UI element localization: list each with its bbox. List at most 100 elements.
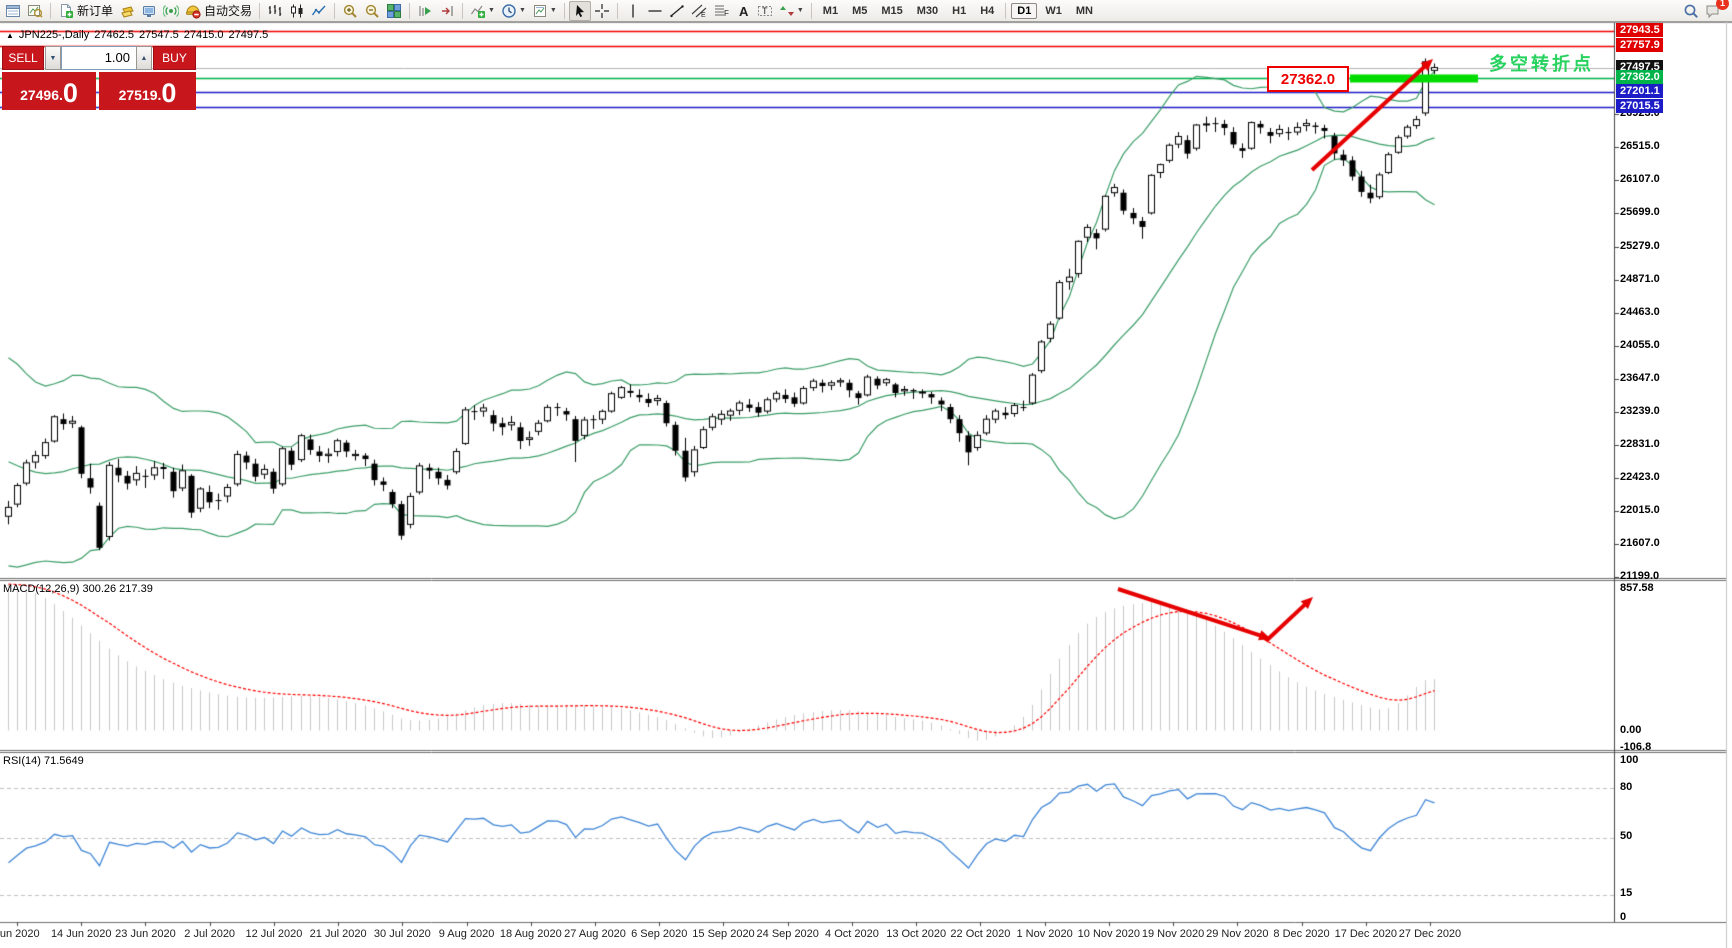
toolbar-separator	[334, 2, 336, 19]
equidistant-channel-icon[interactable]: E	[688, 1, 710, 21]
date-tick-label: 29 Nov 2020	[1206, 928, 1269, 940]
timeframe-d1-button[interactable]: D1	[1011, 2, 1038, 19]
bar-chart-icon[interactable]	[264, 1, 286, 21]
dropdown-caret-icon: ▼	[488, 7, 495, 14]
timeframe-mn-button[interactable]: MN	[1075, 4, 1093, 17]
date-tick-label: 4 Oct 2020	[825, 928, 879, 940]
zoom-out-icon[interactable]	[361, 1, 383, 21]
price-line-badge: 27497.5	[1616, 59, 1663, 74]
indicators-icon[interactable]: ▼	[467, 1, 498, 21]
horizontal-line-icon[interactable]	[644, 1, 666, 21]
auto-scroll-icon[interactable]	[414, 1, 436, 21]
date-tick-label: 21 Jul 2020	[309, 928, 367, 940]
buy-button[interactable]: BUY	[153, 46, 196, 70]
toolbar: 新订单 自动交易 ▼ ▼ ▼ E F A T ▼ M1 M5 M15 M30 H1 H4 D1 W1 MN 1	[0, 0, 1732, 22]
timeframe-m5-button[interactable]: M5	[852, 4, 868, 17]
turning-point-note[interactable]: 多空转折点	[1489, 54, 1594, 74]
crosshair-icon[interactable]	[591, 1, 613, 21]
price-line-badge: 27943.5	[1616, 23, 1663, 38]
chart-symbol-period: JPN225-,Daily	[18, 29, 90, 41]
price-tick-label: 26107.0	[1620, 173, 1660, 185]
price-tick-label: 24055.0	[1620, 338, 1660, 351]
market-depth-icon[interactable]	[116, 1, 138, 21]
toolbar-separator	[1005, 2, 1007, 19]
zoom-in-icon[interactable]	[339, 1, 361, 21]
timeframe-m1-button[interactable]: M1	[822, 4, 839, 17]
date-tick-label: 15 Sep 2020	[692, 928, 755, 940]
rsi-scale-label: 80	[1620, 781, 1633, 793]
timeframe-h1-button[interactable]: H1	[952, 4, 967, 17]
volume-decrease-button[interactable]: ▼	[45, 46, 61, 70]
svg-text:T: T	[762, 6, 768, 16]
search-icon[interactable]	[1680, 1, 1702, 21]
price-tick-label: 24871.0	[1620, 272, 1660, 285]
date-tick-label: 14 Jun 2020	[50, 928, 112, 940]
new-order-icon[interactable]: 新订单	[55, 1, 116, 21]
notification-badge: 1	[1716, 0, 1729, 10]
date-tick-label: 30 Jul 2020	[373, 928, 431, 940]
volume-input[interactable]: 1.00	[61, 46, 137, 70]
price-line-badge: 27362.0	[1616, 70, 1663, 85]
text-icon[interactable]: A	[732, 1, 754, 21]
one-click-trading-panel: SELL ▼ 1.00 ▲ BUY 27496. 0 27519. 0	[2, 46, 196, 110]
price-tick-label: 22015.0	[1620, 503, 1660, 516]
toolbar-separator	[462, 2, 464, 19]
sell-price-display[interactable]: 27496. 0	[2, 72, 96, 110]
volume-increase-button[interactable]: ▲	[136, 46, 152, 70]
toolbar-separator	[409, 2, 411, 19]
ohlc-low: 27415.0	[183, 29, 224, 41]
line-chart-icon[interactable]	[308, 1, 330, 21]
date-tick-label: 22 Oct 2020	[950, 928, 1011, 940]
price-tick-label: 21607.0	[1620, 536, 1660, 549]
chart-shift-icon[interactable]	[436, 1, 458, 21]
date-tick-label: 27 Dec 2020	[1398, 928, 1462, 940]
candlestick-chart-icon[interactable]	[286, 1, 308, 21]
dropdown-caret-icon: ▼	[549, 7, 557, 14]
price-tick-label: 26515.0	[1620, 140, 1660, 152]
date-tick-label: 6 Sep 2020	[631, 928, 688, 940]
sell-button[interactable]: SELL	[2, 46, 44, 70]
price-tick-label: 22831.0	[1620, 437, 1660, 450]
timeframe-h4-button[interactable]: H4	[980, 4, 995, 17]
timeframe-m15-button[interactable]: M15	[881, 4, 903, 17]
timeframe-m30-button[interactable]: M30	[916, 4, 939, 17]
tile-windows-icon[interactable]	[383, 1, 405, 21]
date-tick-label: 2 Jul 2020	[184, 928, 236, 940]
date-tick-label: 8 Dec 2020	[1273, 928, 1330, 940]
chart-title: ▲ JPN225-,Daily 27462.5 27547.5 27415.0 27497…	[6, 29, 273, 41]
cursor-icon[interactable]	[568, 0, 591, 21]
macd-label: MACD(12,26,9) 300.26 217.39	[3, 583, 153, 595]
rsi-scale-label: 15	[1620, 887, 1633, 899]
toolbar-separator	[810, 2, 812, 19]
date-tick-label: 19 Nov 2020	[1141, 928, 1205, 940]
price-tick-label: 23239.0	[1620, 404, 1660, 417]
date-tick-label: 1 Nov 2020	[1016, 928, 1073, 940]
timeframe-w1-button[interactable]: W1	[1045, 4, 1062, 17]
periods-icon[interactable]: ▼	[498, 1, 529, 21]
trendline-icon[interactable]	[666, 1, 688, 21]
ohlc-high: 27547.5	[139, 29, 179, 41]
templates-icon[interactable]: ▼	[529, 1, 560, 21]
algo-trading-icon[interactable]: 自动交易	[182, 1, 255, 21]
date-tick-label: 17 Dec 2020	[1334, 928, 1397, 940]
strategy-tester-icon[interactable]	[24, 1, 46, 21]
fibonacci-icon[interactable]: F	[710, 1, 732, 21]
macd-scale-min: -106.8	[1620, 740, 1652, 753]
price-line-badge: 27015.5	[1616, 98, 1663, 113]
notifications-icon[interactable]: 1	[1702, 0, 1729, 21]
new-window-icon[interactable]	[2, 1, 24, 21]
buy-price-main: 27519.	[118, 87, 162, 103]
virtual-hosting-icon[interactable]	[138, 1, 160, 21]
sell-price-main: 27496.	[20, 87, 63, 103]
buy-price-display[interactable]: 27519. 0	[99, 72, 196, 110]
date-tick-label: 9 Aug 2020	[438, 928, 495, 940]
svg-text:F: F	[724, 9, 729, 18]
text-label-icon[interactable]: T	[754, 1, 776, 21]
ohlc-close: 27497.5	[228, 29, 269, 41]
vertical-line-icon[interactable]	[622, 1, 644, 21]
price-annotation-label[interactable]: 27362.0	[1267, 66, 1349, 92]
date-tick-label: 18 Aug 2020	[499, 928, 562, 940]
arrows-icon[interactable]: ▼	[776, 1, 807, 21]
signals-icon[interactable]	[160, 1, 182, 21]
